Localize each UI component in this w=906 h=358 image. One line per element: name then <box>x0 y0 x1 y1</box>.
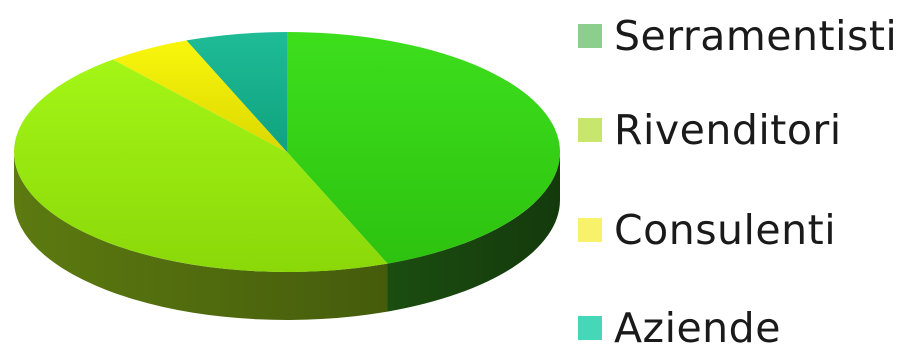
pie-slice-consulenti <box>112 40 288 153</box>
legend-swatch-rivenditori <box>578 118 602 142</box>
legend-item-consulenti: Consulenti <box>578 200 836 260</box>
legend-item-serramentisti: Serramentisti <box>578 6 897 66</box>
pie-slice-rivenditori <box>13 59 388 273</box>
legend-label-serramentisti: Serramentisti <box>614 12 898 60</box>
legend-item-aziende: Aziende <box>578 298 781 358</box>
pie-chart <box>13 32 561 321</box>
legend-label-consulenti: Consulenti <box>614 206 837 254</box>
chart-legend: Serramentisti Rivenditori Consulenti Azi… <box>578 0 906 352</box>
pie-slice-side-rivenditori <box>14 152 388 321</box>
legend-swatch-consulenti <box>578 218 602 242</box>
pie-slice-side-serramentisti <box>387 152 560 312</box>
legend-swatch-serramentisti <box>578 24 602 48</box>
legend-swatch-aziende <box>578 316 602 340</box>
legend-label-aziende: Aziende <box>614 304 781 352</box>
legend-item-rivenditori: Rivenditori <box>578 100 842 160</box>
pie-slice-serramentisti <box>287 32 561 264</box>
legend-label-rivenditori: Rivenditori <box>614 106 842 154</box>
pie-slice-aziende <box>186 32 287 152</box>
